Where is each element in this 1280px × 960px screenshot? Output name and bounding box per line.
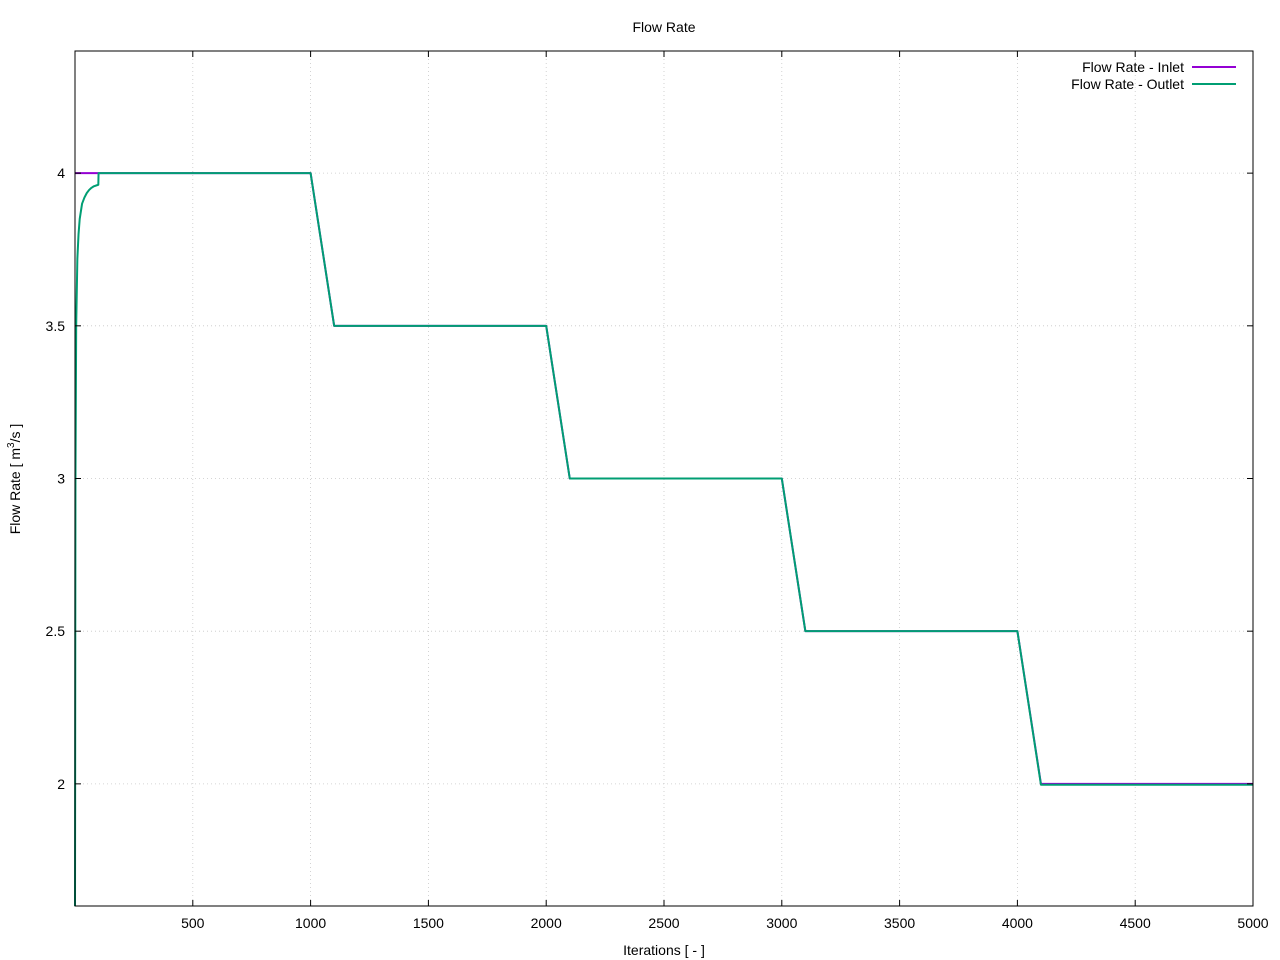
x-tick-label: 2500 [648,915,679,931]
ticks-layer: 500 1000 1500 2000 2500 3000 3500 4000 4500 5000 2… [46,51,1269,931]
y-axis-title: Flow Rate [ m3/s ] [6,424,23,535]
y-tick-label: 2 [57,776,65,792]
x-tick-label: 1500 [413,915,444,931]
x-axis-title: Iterations [ - ] [623,942,705,958]
x-tick-label: 2000 [531,915,562,931]
x-tick-label: 4000 [1002,915,1033,931]
y-tick-label: 2.5 [46,623,66,639]
y-tick-label: 4 [57,165,65,181]
y-axis-title-prefix: Flow Rate [ m [7,448,23,534]
y-axis-title-suffix: /s ] [7,424,23,443]
series-line-2 [74,172,1253,907]
x-tick-label: 1000 [295,915,326,931]
x-tick-label: 500 [181,915,205,931]
x-tick-label: 4500 [1120,915,1151,931]
x-tick-label: 3000 [766,915,797,931]
chart-title: Flow Rate [632,19,695,35]
series-layer [74,172,1253,907]
grid-layer [75,51,1253,906]
x-tick-label: 3500 [884,915,915,931]
y-axis-title-superscript: 3 [6,442,17,448]
y-tick-label: 3 [57,471,65,487]
y-tick-label: 3.5 [46,318,66,334]
x-tick-label: 5000 [1237,915,1268,931]
legend-label-1: Flow Rate - Inlet [1082,59,1184,75]
legend-label-2: Flow Rate - Outlet [1071,76,1184,92]
